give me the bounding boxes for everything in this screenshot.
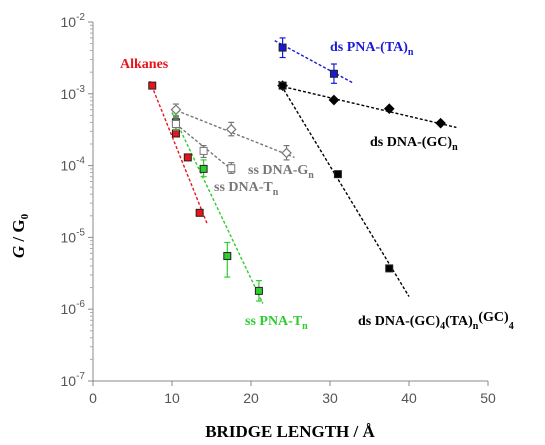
axes: 10-7 10-6 10-5 10-4 10-3 10-2 0 10 20 30 40 50 [61, 12, 496, 406]
series-label: ss DNA-Gn [248, 163, 314, 181]
series-label: ss PNA-Tn [245, 314, 308, 332]
y-axis-title: G / G0 [9, 213, 31, 258]
data-point [199, 146, 208, 155]
data-point [329, 69, 338, 78]
data-point [195, 208, 204, 217]
y-tick-label: 10-6 [61, 299, 86, 317]
y-tick-label: 10-3 [61, 84, 86, 102]
data-point [278, 43, 287, 52]
y-tick-label: 10-5 [61, 227, 86, 245]
series-fit-line [278, 80, 410, 297]
x-tick-label: 30 [322, 390, 338, 406]
x-tick-label: 0 [89, 390, 97, 406]
data-point [281, 147, 292, 159]
data-point [223, 252, 232, 261]
x-tick-label: 10 [164, 390, 180, 406]
y-tick-label: 10-2 [61, 12, 86, 30]
data-point [171, 129, 180, 138]
data-point [148, 81, 157, 90]
x-tick-label: 50 [480, 390, 496, 406]
data-point [278, 81, 287, 90]
data-point [328, 94, 340, 106]
series-fit-line [171, 112, 264, 304]
y-tick-label: 10-7 [61, 371, 86, 389]
data-point [199, 164, 208, 173]
x-tick-label: 40 [401, 390, 417, 406]
data-point [435, 117, 446, 129]
data-point [183, 153, 192, 162]
data-point [171, 119, 180, 128]
x-axis-title: BRIDGE LENGTH / Å [205, 422, 375, 441]
x-tick-label: 20 [243, 390, 259, 406]
data-point [385, 264, 394, 273]
data-point [333, 170, 342, 179]
series-label: Alkanes [120, 57, 169, 72]
data-point [254, 286, 263, 295]
data-point [225, 123, 237, 135]
series-fit-line [278, 84, 457, 129]
series-label: ds PNA-(TA)n [330, 40, 414, 58]
svg-text:G / G0: G / G0 [9, 213, 31, 258]
data-marks [148, 37, 446, 302]
series-label: ds DNA-(GC)4(TA)n(GC)4 [358, 310, 514, 332]
series-fit-line [171, 108, 295, 159]
data-point [227, 164, 236, 173]
series-fit-line [149, 80, 209, 226]
series-label: ss DNA-Tn [214, 180, 279, 198]
data-point [170, 104, 182, 116]
series-label: ds DNA-(GC)n [370, 135, 458, 153]
data-point [383, 103, 395, 115]
y-tick-label: 10-4 [61, 156, 86, 174]
